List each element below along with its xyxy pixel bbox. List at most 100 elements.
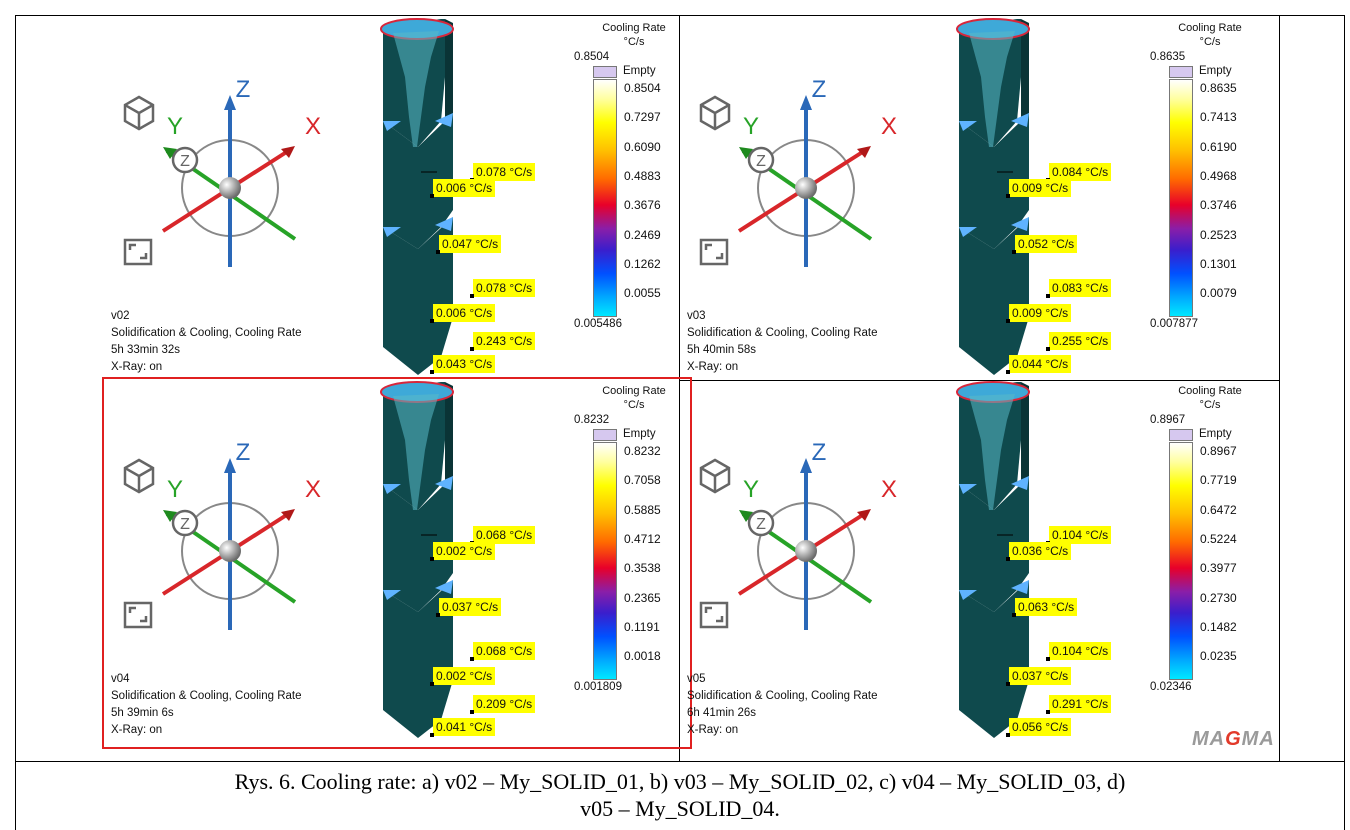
rotate-z-icon[interactable]: Z xyxy=(747,146,775,174)
rotate-z-icon[interactable]: Z xyxy=(747,509,775,537)
result-view-v02[interactable]: Z Z Y X 0.078 °C/s 0.006 °C/s 0.047 °C/s 0.078 … xyxy=(103,15,691,385)
casting-body xyxy=(380,381,454,738)
cooling-rate-probe-label[interactable]: 0.255 °C/s xyxy=(1045,332,1112,351)
x-axis-label: X xyxy=(881,476,897,503)
casting-model[interactable] xyxy=(949,380,1079,742)
legend-empty-swatch xyxy=(593,66,617,78)
cube-view-icon[interactable] xyxy=(123,95,155,131)
xray-label: X-Ray: on xyxy=(687,724,739,736)
cooling-rate-probe-label[interactable]: 0.291 °C/s xyxy=(1045,695,1112,714)
legend-max-value: 0.8232 xyxy=(574,414,610,426)
legend-title: Cooling Rate °C/s xyxy=(579,384,689,412)
cooling-rate-probe-label[interactable]: 0.006 °C/s xyxy=(429,179,496,198)
legend-title: Cooling Rate °C/s xyxy=(1155,21,1265,49)
cooling-rate-probe-label[interactable]: 0.041 °C/s xyxy=(429,718,496,737)
fit-view-icon[interactable] xyxy=(699,238,729,266)
fit-view-icon[interactable] xyxy=(123,601,153,629)
cooling-rate-probe-label[interactable]: 0.037 °C/s xyxy=(1005,667,1072,686)
version-label: v05 xyxy=(687,673,706,685)
cooling-rate-probe-label[interactable]: 0.104 °C/s xyxy=(1045,642,1112,661)
casting-model[interactable] xyxy=(949,17,1079,379)
cooling-rate-probe-label[interactable]: 0.056 °C/s xyxy=(1005,718,1072,737)
legend-unit: °C/s xyxy=(623,399,645,411)
coordinate-axes[interactable]: ZZY X xyxy=(679,378,939,638)
cooling-rate-probe-label[interactable]: 0.047 °C/s xyxy=(435,235,502,254)
fit-view-icon[interactable] xyxy=(123,238,153,266)
analysis-label: Solidification & Cooling, Cooling Rate xyxy=(687,327,878,339)
cooling-rate-probe-label[interactable]: 0.006 °C/s xyxy=(429,304,496,323)
legend-tick-label: 0.0018 xyxy=(624,649,661,664)
result-info: v05 Solidification & Cooling, Cooling Rat… xyxy=(687,671,878,739)
axes-origin-sphere[interactable] xyxy=(219,177,241,199)
z-axis-label: Z xyxy=(236,76,251,103)
legend-tick-label: 0.7058 xyxy=(624,473,661,488)
fit-view-icon[interactable] xyxy=(699,601,729,629)
grid-divider-vertical xyxy=(679,16,680,762)
legend-tick-label: 0.2523 xyxy=(1200,227,1237,242)
coordinate-axes[interactable]: ZZY X xyxy=(103,15,363,275)
cooling-rate-probe-label[interactable]: 0.104 °C/s xyxy=(1045,526,1112,545)
figure-caption: Rys. 6. Cooling rate: a) v02 – My_SOLID_… xyxy=(15,761,1345,830)
cooling-rate-probe-label[interactable]: 0.002 °C/s xyxy=(429,542,496,561)
legend-tick-label: 0.8504 xyxy=(624,81,661,95)
time-label: 5h 39min 6s xyxy=(111,707,174,719)
legend-tick-label: 0.7297 xyxy=(624,110,661,125)
grid-divider-horizontal xyxy=(679,380,1279,381)
legend-color-bar xyxy=(1169,79,1193,317)
casting-body xyxy=(956,381,1030,738)
legend-tick-label: 0.0235 xyxy=(1200,649,1237,664)
casting-body xyxy=(956,18,1030,375)
cooling-rate-probe-label[interactable]: 0.037 °C/s xyxy=(435,598,502,617)
legend-unit: °C/s xyxy=(623,36,645,48)
hot-spot-region xyxy=(969,394,1015,510)
rotate-z-icon[interactable]: Z xyxy=(171,509,199,537)
cooling-rate-probe-label[interactable]: 0.068 °C/s xyxy=(469,526,536,545)
cooling-rate-probe-label[interactable]: 0.052 °C/s xyxy=(1011,235,1078,254)
cooling-rate-probe-label[interactable]: 0.036 °C/s xyxy=(1005,542,1072,561)
legend-title-text: Cooling Rate xyxy=(602,22,666,34)
axes-origin-sphere[interactable] xyxy=(795,540,817,562)
legend-tick-label: 0.0079 xyxy=(1200,286,1237,301)
cube-view-icon[interactable] xyxy=(699,95,731,131)
cooling-rate-probe-label[interactable]: 0.044 °C/s xyxy=(1005,355,1072,374)
legend-min-value: 0.001809 xyxy=(574,681,622,693)
time-label: 5h 33min 32s xyxy=(111,344,181,356)
legend-tick-label: 0.6472 xyxy=(1200,502,1237,517)
x-axis-label: X xyxy=(305,113,321,140)
cooling-rate-probe-label[interactable]: 0.209 °C/s xyxy=(469,695,536,714)
axes-origin-sphere[interactable] xyxy=(795,177,817,199)
analysis-label: Solidification & Cooling, Cooling Rate xyxy=(111,327,302,339)
result-view-v03[interactable]: Z Z Y X 0.084 °C/s 0.009 °C/s 0.052 °C/s 0.083 … xyxy=(679,15,1267,385)
z-axis-label: Z xyxy=(812,76,827,103)
rotate-z-label: Z xyxy=(180,153,190,170)
legend-tick-label: 0.4968 xyxy=(1200,168,1237,183)
cooling-rate-probe-label[interactable]: 0.002 °C/s xyxy=(429,667,496,686)
cooling-rate-probe-label[interactable]: 0.068 °C/s xyxy=(469,642,536,661)
cooling-rate-probe-label[interactable]: 0.009 °C/s xyxy=(1005,304,1072,323)
cooling-rate-probe-label[interactable]: 0.009 °C/s xyxy=(1005,179,1072,198)
axes-origin-sphere[interactable] xyxy=(219,540,241,562)
x-axis-label: X xyxy=(305,476,321,503)
cooling-rate-probe-label[interactable]: 0.043 °C/s xyxy=(429,355,496,374)
legend-title: Cooling Rate °C/s xyxy=(1155,384,1265,412)
cooling-rate-probe-label[interactable]: 0.084 °C/s xyxy=(1045,163,1112,182)
cooling-rate-probe-label[interactable]: 0.063 °C/s xyxy=(1011,598,1078,617)
casting-body xyxy=(380,18,454,375)
rotate-z-icon[interactable]: Z xyxy=(171,146,199,174)
version-label: v02 xyxy=(111,310,130,322)
legend-color-bar xyxy=(1169,442,1193,680)
coordinate-axes[interactable]: ZZY X xyxy=(103,378,363,638)
legend-color-bar xyxy=(593,79,617,317)
cube-view-icon[interactable] xyxy=(699,458,731,494)
result-view-v04[interactable]: Z Z Y X 0.068 °C/s 0.002 °C/s 0.037 °C/s 0.068 … xyxy=(102,377,692,749)
cooling-rate-probe-label[interactable]: 0.083 °C/s xyxy=(1045,279,1112,298)
legend-empty-label: Empty xyxy=(1199,428,1232,440)
results-grid xyxy=(15,15,1345,762)
coordinate-axes[interactable]: ZZY X xyxy=(679,15,939,275)
result-view-v05[interactable]: Z Z Y X 0.104 °C/s 0.036 °C/s 0.063 °C/s 0.104 … xyxy=(679,378,1267,748)
casting-model[interactable] xyxy=(373,380,503,742)
cooling-rate-probe-label[interactable]: 0.243 °C/s xyxy=(469,332,536,351)
cooling-rate-probe-label[interactable]: 0.078 °C/s xyxy=(469,279,536,298)
cube-view-icon[interactable] xyxy=(123,458,155,494)
casting-model[interactable] xyxy=(373,17,503,379)
